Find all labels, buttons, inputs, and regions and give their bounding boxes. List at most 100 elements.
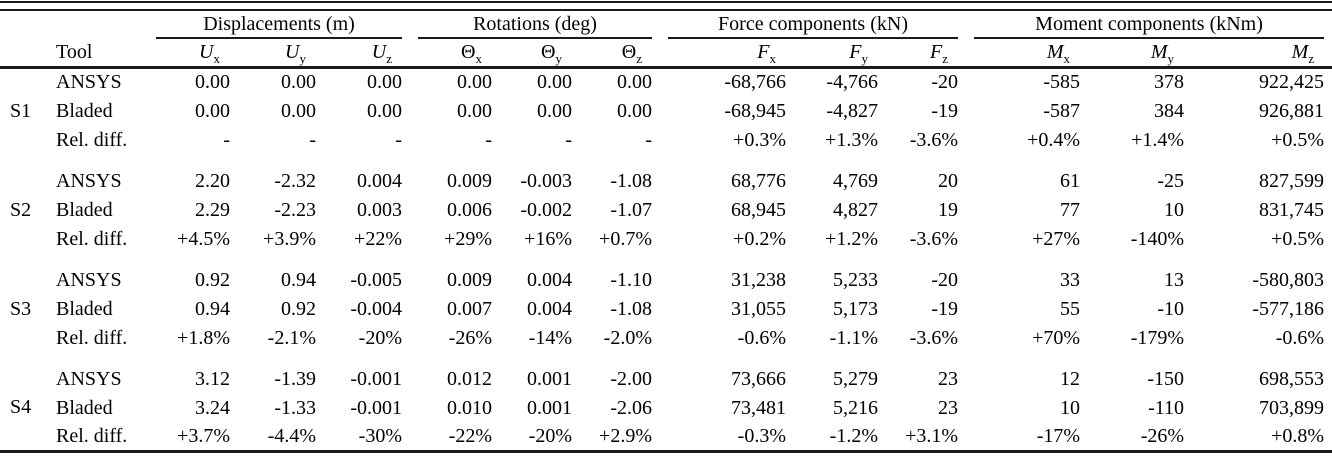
value-cell: +3.9%	[263, 227, 316, 250]
paper-table-page: Displacements (m) Rotations (deg) Force …	[0, 1, 1332, 453]
value-cell: 31,055	[731, 297, 786, 320]
value-cell: -20	[931, 71, 959, 94]
tool-cell: ANSYS	[56, 71, 122, 94]
value-cell: 10	[1164, 198, 1185, 221]
value-cell: 0.007	[447, 297, 492, 320]
col-header-fy: Fy	[849, 41, 868, 66]
value-cell: 2.29	[195, 198, 230, 221]
value-cell: 0.00	[281, 71, 316, 94]
value-cell: -22%	[448, 424, 492, 447]
value-cell: 384	[1154, 99, 1185, 122]
table-row: Rel. diff. - - - - - - +0.3% +1.3% -3.6% +0.4% +1.4…	[0, 126, 1332, 155]
value-cell: -1.10	[610, 268, 652, 291]
value-cell: -2.23	[274, 198, 316, 221]
value-cell: -10	[1157, 297, 1185, 320]
value-cell: 68,776	[731, 169, 786, 192]
table-row: Bladed 3.24 -1.33 -0.001 0.010 0.001 -2.06 73,4…	[0, 394, 1332, 423]
value-cell: -0.001	[350, 367, 402, 390]
tool-cell: ANSYS	[56, 169, 122, 192]
table-body: S1 ANSYS 0.00 0.00 0.00 0.00 0.00 0.00 -68,766 -4…	[0, 68, 1332, 452]
group-gap-row	[0, 155, 1332, 167]
value-cell: 926,881	[1259, 99, 1325, 122]
value-cell: -587	[1043, 99, 1081, 122]
tool-cell: Rel. diff.	[56, 424, 128, 447]
value-cell: -2.06	[610, 396, 652, 419]
value-cell: -2.32	[274, 169, 316, 192]
value-cell: -	[565, 128, 572, 151]
value-cell: -1.33	[274, 396, 316, 419]
group-label: Moment components (kNm)	[974, 13, 1325, 39]
value-cell: -19	[931, 297, 959, 320]
col-header-ux: Ux	[199, 41, 220, 66]
tool-cell: Bladed	[56, 99, 113, 122]
value-cell: 12	[1060, 367, 1081, 390]
value-cell: 0.00	[457, 99, 492, 122]
value-cell: -1.1%	[829, 326, 878, 349]
value-cell: -14%	[528, 326, 572, 349]
value-cell: 0.00	[195, 99, 230, 122]
value-cell: 5,233	[833, 268, 878, 291]
table-top-double-rule	[0, 1, 1332, 11]
column-symbol-row: Tool Ux Uy Uz Θx Θy Θz Fx Fy Fz Mx My Mz	[0, 39, 1332, 68]
results-comparison-table: Displacements (m) Rotations (deg) Force …	[0, 11, 1332, 453]
value-cell: -	[485, 128, 492, 151]
value-cell: +1.8%	[177, 326, 230, 349]
col-header-fx: Fx	[757, 41, 776, 66]
value-cell: 73,481	[731, 396, 786, 419]
value-cell: 13	[1164, 268, 1185, 291]
group-label: Force components (kN)	[668, 13, 959, 39]
tool-column-header: Tool	[56, 41, 93, 63]
value-cell: +0.3%	[733, 128, 786, 151]
value-cell: 77	[1060, 198, 1081, 221]
value-cell: 0.92	[195, 268, 230, 291]
table-row: Rel. diff. +4.5% +3.9% +22% +29% +16% +0.7% +0.…	[0, 225, 1332, 254]
value-cell: -30%	[358, 424, 402, 447]
value-cell: 0.94	[281, 268, 316, 291]
value-cell: -0.001	[350, 396, 402, 419]
value-cell: 68,945	[731, 198, 786, 221]
value-cell: -4,766	[826, 71, 878, 94]
value-cell: -	[223, 128, 230, 151]
value-cell: -3.6%	[909, 128, 959, 151]
value-cell: 703,899	[1259, 396, 1325, 419]
col-header-thetax: Θx	[461, 41, 482, 66]
value-cell: 31,238	[731, 268, 786, 291]
value-cell: -1.07	[610, 198, 652, 221]
value-cell: -585	[1043, 71, 1081, 94]
table-row: Rel. diff. +1.8% -2.1% -20% -26% -14% -2.0% -0.…	[0, 324, 1332, 353]
section-label: S1	[10, 100, 32, 123]
group-gap-cell	[0, 254, 1332, 266]
value-cell: +1.4%	[1131, 128, 1185, 151]
value-cell: 2.20	[195, 169, 230, 192]
value-cell: -2.0%	[603, 326, 652, 349]
value-cell: 0.010	[447, 396, 492, 419]
value-cell: 0.009	[447, 268, 492, 291]
value-cell: +0.8%	[1271, 424, 1325, 447]
value-cell: +70%	[1032, 326, 1081, 349]
group-gap-cell	[0, 155, 1332, 167]
col-header-uy: Uy	[285, 41, 306, 66]
value-cell: 0.00	[617, 99, 652, 122]
value-cell: 698,553	[1259, 367, 1325, 390]
table-row: Rel. diff. +3.7% -4.4% -30% -22% -20% +2.9% -0.…	[0, 423, 1332, 452]
value-cell: 55	[1060, 297, 1081, 320]
value-cell: -0.6%	[1275, 326, 1325, 349]
tool-cell: Bladed	[56, 396, 113, 419]
table-row: S1 ANSYS 0.00 0.00 0.00 0.00 0.00 0.00 -68,766 -4…	[0, 68, 1332, 122]
value-cell: 0.012	[447, 367, 492, 390]
value-cell: 0.003	[357, 198, 402, 221]
value-cell: 0.004	[527, 268, 572, 291]
tool-cell: Bladed	[56, 198, 113, 221]
value-cell: 0.001	[527, 367, 572, 390]
group-gap-cell	[0, 353, 1332, 365]
group-label: Displacements (m)	[156, 13, 402, 39]
value-cell: 3.24	[195, 396, 230, 419]
tool-cell: Rel. diff.	[56, 227, 128, 250]
value-cell: 0.94	[195, 297, 230, 320]
value-cell: +1.2%	[825, 227, 878, 250]
value-cell: 20	[938, 169, 959, 192]
tool-cell: ANSYS	[56, 268, 122, 291]
value-cell: 0.00	[195, 71, 230, 94]
value-cell: +0.2%	[733, 227, 786, 250]
value-cell: 23	[938, 396, 959, 419]
